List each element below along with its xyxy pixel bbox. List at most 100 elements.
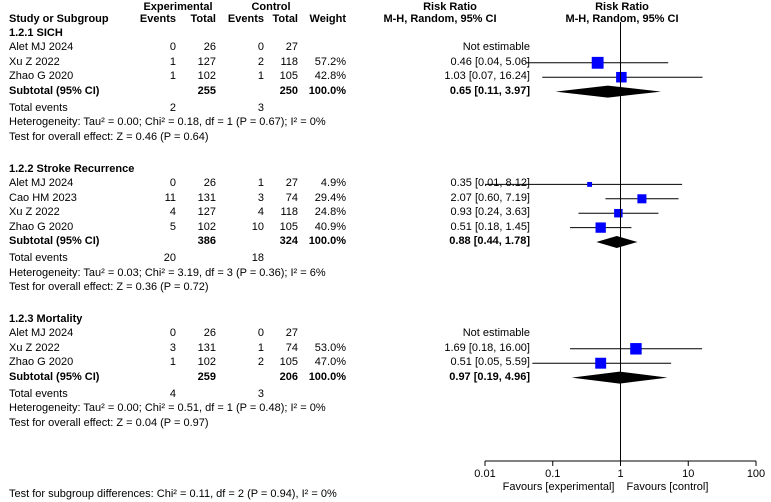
- study-name: Zhao G 2020: [9, 220, 74, 233]
- study-ci: 0.51 [0.05, 5.59]: [450, 356, 530, 369]
- exp-events: 1: [169, 70, 176, 83]
- study-weight: 42.8%: [314, 70, 346, 83]
- header-plot-title: Risk Ratio: [595, 1, 649, 13]
- overall-effect-text: Test for overall effect: Z = 0.04 (P = 0…: [9, 416, 209, 429]
- study-name: Alet MJ 2024: [9, 177, 74, 190]
- ctrl-total: 105: [279, 220, 298, 233]
- study-name: Alet MJ 2024: [9, 41, 74, 54]
- study-name: Xu Z 2022: [9, 55, 60, 68]
- ctrl-events: 2: [257, 356, 264, 369]
- subgroup-title: 1.2.2 Stroke Recurrence: [9, 163, 135, 175]
- study-weight: 29.4%: [314, 191, 346, 204]
- ctrl-total: 27: [285, 327, 298, 340]
- subtotal-ci: 0.97 [0.19, 4.96]: [449, 370, 530, 383]
- heterogeneity-text: Heterogeneity: Tau² = 0.00; Chi² = 0.18,…: [9, 116, 326, 129]
- ctrl-total: 105: [279, 356, 298, 369]
- ctrl-total: 118: [280, 55, 298, 68]
- point-estimate-square: [595, 357, 607, 369]
- subtotal-exp-total: 386: [197, 235, 216, 247]
- favours-control-label: Favours [control]: [627, 481, 709, 493]
- header-control: Control: [251, 1, 291, 13]
- header-weight: Weight: [309, 13, 346, 25]
- header-study: Study or Subgroup: [9, 13, 109, 25]
- subtotal-ci: 0.65 [0.11, 3.97]: [449, 84, 530, 97]
- header-exp-total: Total: [190, 13, 216, 25]
- study-name: Zhao G 2020: [9, 70, 74, 83]
- total-events-ctrl: 18: [251, 252, 264, 265]
- heterogeneity-text: Heterogeneity: Tau² = 0.03; Chi² = 3.19,…: [9, 266, 326, 279]
- header-ctrl-events: Events: [227, 13, 264, 25]
- point-estimate-square: [630, 343, 642, 355]
- study-ci: Not estimable: [462, 327, 530, 340]
- ctrl-events: 1: [257, 177, 264, 190]
- exp-events: 1: [169, 356, 176, 369]
- exp-total: 131: [197, 341, 216, 354]
- subtotal-exp-total: 259: [197, 370, 216, 383]
- subtotal-ctrl-total: 324: [279, 235, 298, 247]
- exp-events: 0: [169, 327, 176, 340]
- exp-events: 5: [169, 220, 176, 233]
- x-axis-tick-label: 0.01: [474, 468, 495, 480]
- header-exp-events: Events: [139, 13, 176, 25]
- subtotal-weight: 100.0%: [308, 84, 346, 97]
- favours-experimental-label: Favours [experimental]: [503, 481, 615, 493]
- ctrl-events: 0: [257, 327, 264, 340]
- ctrl-events: 1: [257, 70, 264, 83]
- x-axis-tick-label: 10: [682, 468, 694, 480]
- ctrl-total: 118: [280, 206, 298, 219]
- header-plot-method: M-H, Random, 95% CI: [565, 13, 679, 25]
- point-estimate-square: [591, 56, 604, 69]
- subtotal-ctrl-total: 250: [279, 84, 298, 97]
- x-axis-tick-label: 0.1: [545, 468, 560, 480]
- ctrl-total: 27: [285, 177, 298, 190]
- study-name: Xu Z 2022: [9, 341, 60, 354]
- ctrl-total: 105: [279, 70, 298, 83]
- study-ci: 0.35 [0.01, 8.12]: [450, 177, 530, 190]
- study-weight: 4.9%: [320, 177, 346, 190]
- ctrl-events: 1: [257, 341, 264, 354]
- header-ctrl-total: Total: [272, 13, 298, 25]
- total-events-exp: 2: [169, 102, 176, 114]
- subtotal-label: Subtotal (95% CI): [9, 370, 100, 383]
- exp-events: 1: [169, 55, 176, 68]
- subtotal-label: Subtotal (95% CI): [9, 84, 100, 97]
- study-ci: 0.46 [0.04, 5.06]: [450, 55, 530, 68]
- point-estimate-square: [587, 181, 593, 187]
- ctrl-events: 4: [257, 206, 264, 219]
- exp-total: 102: [197, 356, 216, 369]
- study-name: Alet MJ 2024: [9, 327, 74, 340]
- ctrl-events: 2: [257, 55, 264, 68]
- ctrl-total: 74: [285, 341, 298, 354]
- total-events-label: Total events: [9, 252, 68, 265]
- subgroup-title: 1.2.1 SICH: [9, 27, 63, 39]
- point-estimate-square: [595, 222, 606, 233]
- heterogeneity-text: Heterogeneity: Tau² = 0.00; Chi² = 0.51,…: [9, 402, 326, 415]
- overall-effect-text: Test for overall effect: Z = 0.46 (P = 0…: [9, 130, 209, 143]
- header-rr-method: M-H, Random, 95% CI: [383, 13, 497, 25]
- point-estimate-square: [616, 71, 627, 83]
- subtotal-exp-total: 255: [197, 84, 216, 97]
- exp-total: 102: [197, 220, 216, 233]
- x-axis-tick-label: 1: [617, 468, 623, 480]
- study-weight: 40.9%: [314, 220, 346, 233]
- subtotal-diamond: [596, 236, 638, 248]
- total-events-label: Total events: [9, 102, 68, 114]
- overall-effect-text: Test for overall effect: Z = 0.36 (P = 0…: [9, 281, 209, 294]
- exp-events: 3: [169, 341, 176, 354]
- ctrl-events: 3: [257, 191, 264, 204]
- total-events-ctrl: 3: [257, 388, 264, 400]
- subtotal-label: Subtotal (95% CI): [9, 235, 100, 247]
- subtotal-diamond: [571, 371, 668, 384]
- subtotal-ci: 0.88 [0.44, 1.78]: [449, 235, 530, 247]
- study-name: Xu Z 2022: [9, 206, 60, 219]
- subtotal-weight: 100.0%: [308, 370, 346, 383]
- exp-total: 127: [197, 55, 216, 68]
- subtotal-diamond: [555, 85, 662, 98]
- subgroup-title: 1.2.3 Mortality: [9, 313, 83, 325]
- exp-total: 102: [197, 70, 216, 83]
- total-events-exp: 4: [169, 388, 176, 400]
- study-ci: 1.03 [0.07, 16.24]: [444, 70, 530, 83]
- exp-events: 11: [164, 191, 176, 204]
- study-ci: Not estimable: [462, 41, 530, 54]
- study-name: Zhao G 2020: [9, 356, 74, 369]
